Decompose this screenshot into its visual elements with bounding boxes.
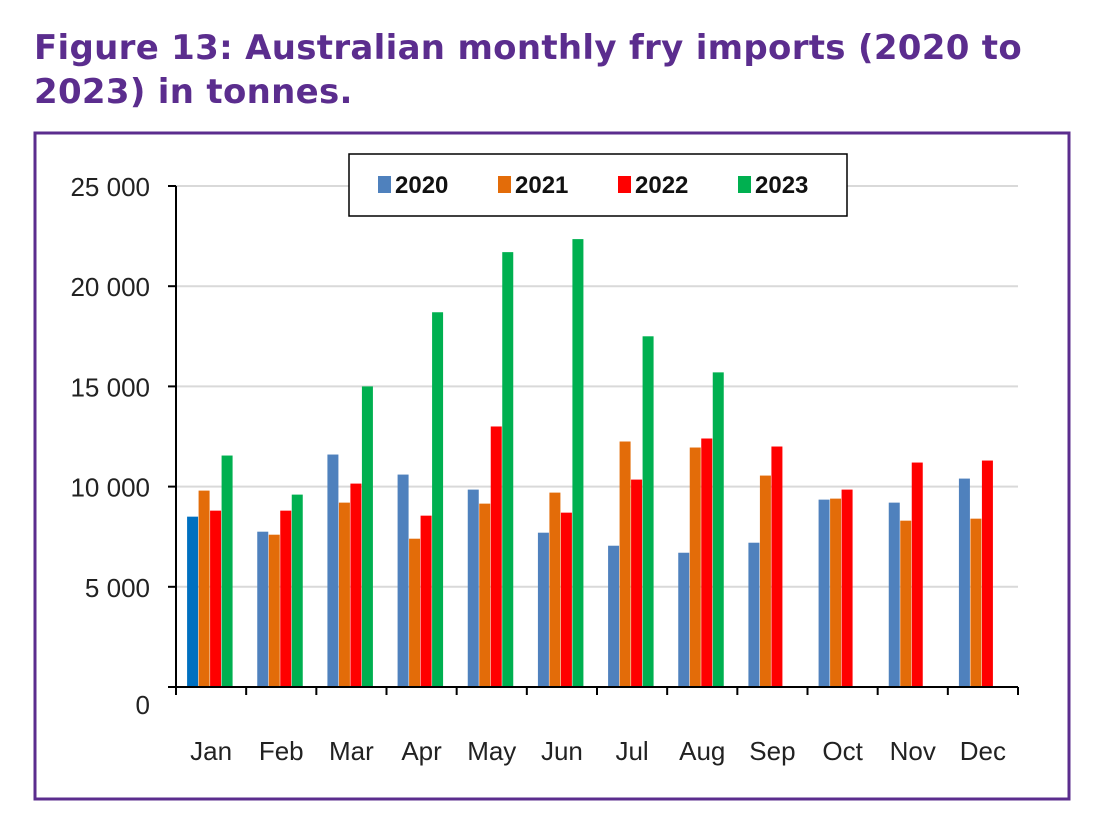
x-tick-label: Jan — [190, 736, 232, 766]
bar-2022-Sep — [771, 446, 783, 687]
y-tick-label: 15 000 — [70, 372, 150, 402]
bar-2020-Aug — [678, 552, 690, 687]
bar-2020-Dec — [958, 478, 970, 687]
bar-2020-Apr — [397, 474, 409, 687]
legend-swatch-2021 — [498, 176, 511, 193]
bar-2020-May — [467, 489, 479, 687]
bar-2022-Apr — [420, 515, 432, 687]
bar-2022-Jan — [210, 510, 222, 687]
bar-2021-Aug — [689, 447, 701, 687]
bar-2022-Feb — [280, 510, 292, 687]
legend-label-2020: 2020 — [395, 172, 448, 199]
y-tick-label: 20 000 — [70, 272, 150, 302]
bar-2021-Oct — [830, 498, 842, 687]
bar-2020-Feb — [257, 531, 269, 687]
y-tick-labels: 0 5 000 10 000 15 000 20 000 25 000 — [70, 172, 150, 720]
x-tick-label: Apr — [401, 736, 442, 766]
x-tick-label: Jun — [541, 736, 583, 766]
bar-2020-Jan — [187, 516, 199, 687]
axes — [168, 185, 1019, 695]
bar-2022-Nov — [911, 462, 923, 687]
bar-2022-Dec — [981, 460, 993, 687]
bar-2020-Sep — [748, 542, 760, 687]
bar-2023-May — [502, 252, 514, 687]
x-tick-label: Nov — [890, 736, 936, 766]
y-tick-label: 10 000 — [70, 473, 150, 503]
legend-swatch-2023 — [738, 176, 751, 193]
bar-2020-Oct — [818, 499, 830, 687]
bar-2023-Feb — [291, 494, 303, 687]
legend-label-2021: 2021 — [515, 172, 568, 199]
bar-2022-Oct — [841, 489, 853, 687]
bar-2021-Apr — [409, 538, 421, 687]
legend-label-2023: 2023 — [755, 172, 808, 199]
figure-title: Figure 13: Australian monthly fry import… — [34, 28, 1023, 112]
x-tick-label: Aug — [679, 736, 725, 766]
x-tick-label: Jul — [615, 736, 648, 766]
bar-2022-Jun — [560, 512, 572, 687]
bar-2021-Jun — [549, 492, 561, 687]
bar-2022-Jul — [631, 479, 643, 687]
bar-2021-Mar — [338, 502, 350, 687]
x-tick-labels: Jan Feb Mar Apr May Jun Jul Aug Sep Oct Nov Dec — [190, 736, 1006, 766]
bar-2022-Aug — [701, 438, 713, 687]
x-tick-label: May — [467, 736, 516, 766]
bar-2021-Nov — [900, 520, 912, 687]
legend-swatch-2022 — [618, 176, 631, 193]
bar-2023-Jul — [642, 336, 654, 687]
x-tick-label: Dec — [960, 736, 1006, 766]
y-tick-label: 25 000 — [70, 172, 150, 202]
legend: 2020 2021 2022 2023 — [348, 153, 848, 217]
bar-2021-Jul — [619, 441, 631, 687]
bar-2021-Jan — [198, 490, 210, 687]
legend-box — [348, 153, 848, 217]
bar-2020-Nov — [888, 502, 900, 687]
bar-2023-Jan — [221, 455, 233, 687]
bar-2021-Sep — [759, 475, 771, 687]
bar-2023-Mar — [361, 386, 373, 687]
chart-frame — [33, 131, 1071, 801]
bar-2023-Aug — [712, 372, 724, 687]
bar-2020-Jul — [608, 545, 620, 687]
bar-2022-Mar — [350, 483, 362, 687]
y-tick-label: 5 000 — [85, 573, 150, 603]
bar-2021-May — [479, 503, 491, 687]
x-tick-label: Mar — [329, 736, 374, 766]
bar-2023-Apr — [432, 312, 444, 687]
bar-2020-Mar — [327, 454, 339, 687]
bar-2021-Dec — [970, 518, 982, 687]
bars — [187, 239, 993, 687]
legend-swatch-2020 — [378, 176, 391, 193]
y-tick-label: 0 — [136, 690, 150, 720]
bar-2022-May — [490, 426, 502, 687]
bar-2021-Feb — [268, 534, 280, 687]
x-tick-label: Sep — [749, 736, 795, 766]
legend-label-2022: 2022 — [635, 172, 688, 199]
x-tick-label: Feb — [259, 736, 304, 766]
bar-2023-Jun — [572, 239, 584, 687]
bar-2020-Jun — [537, 532, 549, 687]
x-tick-label: Oct — [822, 736, 863, 766]
